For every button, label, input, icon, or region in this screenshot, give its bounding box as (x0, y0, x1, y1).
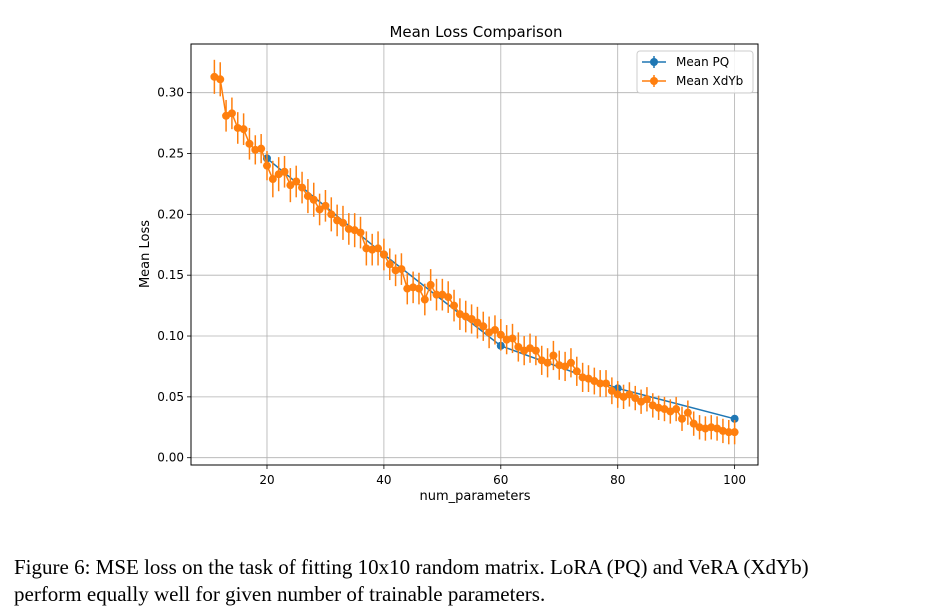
data-point (496, 330, 505, 339)
data-point (467, 314, 476, 323)
y-tick-label: 0.25 (157, 147, 184, 161)
data-point (315, 205, 324, 214)
data-point (602, 379, 611, 388)
y-tick-label: 0.10 (157, 329, 184, 343)
grid-lines (191, 44, 758, 465)
data-point (321, 201, 330, 210)
data-point (356, 228, 365, 237)
data-point (596, 379, 605, 388)
data-point (631, 394, 640, 403)
data-point (672, 405, 681, 414)
data-point (239, 125, 248, 134)
data-point (426, 280, 435, 289)
y-tick-label: 0.30 (157, 86, 184, 100)
data-point (642, 395, 651, 404)
series-mean-xdyb (210, 59, 739, 445)
x-axis-ticks: 20 40 60 80 100 (259, 465, 746, 487)
data-point (508, 334, 517, 343)
series-layer (210, 59, 739, 445)
y-tick-label: 0.20 (157, 207, 184, 221)
data-point (397, 265, 406, 274)
data-point (689, 419, 698, 428)
data-point (420, 295, 429, 304)
y-axis-ticks: 0.00 0.05 0.10 0.15 0.20 0.25 0.30 (157, 86, 191, 465)
data-point (678, 414, 687, 423)
y-tick-label: 0.00 (157, 451, 184, 465)
caption-line-2: perform equally well for given number of… (14, 582, 546, 606)
data-point (450, 301, 459, 310)
legend-label: Mean PQ (676, 55, 729, 69)
data-point (490, 325, 499, 334)
data-point (374, 244, 383, 253)
data-point (327, 210, 336, 219)
data-point (561, 362, 570, 371)
data-point (268, 175, 277, 184)
series-line (214, 76, 735, 433)
data-point (531, 346, 540, 355)
data-point (625, 390, 634, 399)
y-tick-label: 0.15 (157, 268, 184, 282)
data-point (309, 195, 318, 204)
legend: Mean PQ Mean XdYb (636, 50, 754, 94)
x-tick-label: 100 (723, 473, 746, 487)
data-point (549, 351, 558, 360)
x-tick-label: 40 (376, 473, 391, 487)
x-axis-label: num_parameters (419, 489, 530, 504)
data-point (572, 367, 581, 376)
x-tick-label: 20 (259, 473, 274, 487)
legend-label: Mean XdYb (676, 74, 743, 88)
data-point (566, 358, 575, 367)
data-point (227, 109, 236, 118)
data-point (730, 428, 739, 437)
data-point (280, 167, 289, 176)
data-point (216, 75, 225, 84)
figure-caption: Figure 6: MSE loss on the task of fittin… (14, 554, 929, 608)
loss-comparison-chart: Mean Loss Comparison 0.00 0.05 0.10 0.15 0.2… (138, 23, 759, 504)
caption-line-1: Figure 6: MSE loss on the task of fittin… (14, 555, 809, 579)
data-point (303, 192, 312, 201)
x-tick-label: 60 (493, 473, 508, 487)
data-point (298, 183, 307, 192)
legend-swatch-marker (650, 58, 658, 66)
data-point (385, 260, 394, 269)
data-point (543, 358, 552, 367)
data-point (292, 177, 301, 186)
data-point (607, 386, 616, 395)
data-point (262, 161, 271, 170)
data-point (514, 342, 523, 351)
data-point (257, 144, 266, 153)
data-point (432, 290, 441, 299)
data-point (479, 322, 488, 331)
data-point (724, 428, 733, 437)
data-point (414, 284, 423, 293)
data-point (473, 318, 482, 327)
x-tick-label: 80 (610, 473, 625, 487)
y-tick-label: 0.05 (157, 390, 184, 404)
data-point (379, 250, 388, 259)
plot-frame (190, 43, 759, 466)
y-axis-label: Mean Loss (138, 220, 153, 288)
data-point (286, 181, 295, 190)
data-point (730, 414, 739, 423)
legend-swatch-marker (650, 77, 658, 85)
data-point (444, 293, 453, 302)
chart-title: Mean Loss Comparison (389, 23, 562, 41)
data-point (245, 139, 254, 148)
data-point (338, 218, 347, 227)
data-point (683, 408, 692, 417)
